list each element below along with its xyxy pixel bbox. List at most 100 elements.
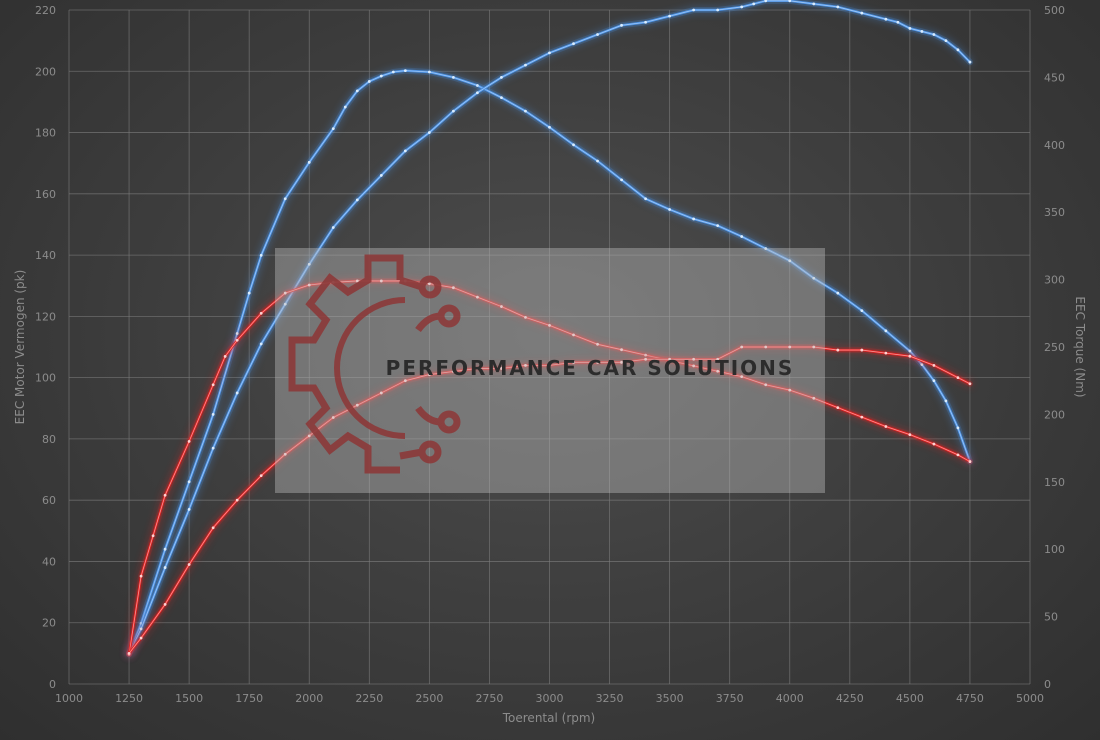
y-right-axis-title: EEC Torque (Nm) bbox=[1073, 296, 1087, 397]
data-point bbox=[259, 253, 263, 257]
series-1 bbox=[126, 0, 973, 657]
x-tick-label: 3750 bbox=[716, 692, 744, 705]
y-right-tick-label: 100 bbox=[1044, 543, 1065, 556]
x-tick-label: 3250 bbox=[596, 692, 624, 705]
data-point bbox=[187, 563, 191, 566]
data-point bbox=[307, 262, 311, 266]
data-point bbox=[283, 452, 287, 456]
data-point bbox=[476, 84, 479, 87]
data-point bbox=[151, 534, 155, 538]
data-point bbox=[307, 160, 311, 164]
y-left-axis-title: EEC Motor Vermogen (pk) bbox=[13, 270, 27, 425]
data-point bbox=[764, 383, 768, 387]
data-point bbox=[452, 286, 455, 290]
data-point bbox=[307, 434, 311, 438]
data-point bbox=[572, 42, 575, 46]
data-point bbox=[716, 369, 720, 373]
data-point bbox=[932, 442, 936, 446]
data-point bbox=[716, 357, 720, 361]
data-point bbox=[668, 14, 672, 18]
data-point bbox=[836, 406, 840, 410]
data-point bbox=[788, 0, 792, 3]
data-point bbox=[548, 324, 551, 327]
data-point bbox=[355, 279, 359, 283]
data-point bbox=[740, 5, 744, 9]
y-left-tick-label: 120 bbox=[35, 310, 56, 323]
data-point bbox=[427, 70, 431, 74]
data-point bbox=[379, 279, 383, 283]
data-point bbox=[596, 159, 599, 163]
data-point bbox=[764, 247, 768, 250]
data-point bbox=[908, 433, 912, 437]
x-tick-label: 1000 bbox=[55, 692, 83, 705]
data-point bbox=[283, 291, 287, 295]
data-point bbox=[692, 217, 696, 221]
data-point bbox=[211, 383, 215, 387]
data-point bbox=[283, 302, 287, 306]
data-point bbox=[668, 208, 672, 211]
data-point bbox=[620, 23, 623, 27]
data-point bbox=[956, 453, 960, 457]
data-point bbox=[391, 70, 395, 74]
data-point bbox=[812, 276, 816, 280]
data-point bbox=[259, 311, 263, 315]
data-point bbox=[403, 149, 407, 153]
data-point bbox=[259, 474, 263, 478]
data-point bbox=[452, 370, 455, 373]
data-point bbox=[884, 425, 888, 428]
data-point bbox=[860, 11, 864, 15]
data-point bbox=[572, 333, 575, 337]
data-point bbox=[235, 498, 239, 502]
data-point bbox=[812, 396, 816, 400]
data-point bbox=[788, 388, 792, 392]
y-left-tick-label: 60 bbox=[42, 494, 56, 507]
data-point bbox=[524, 109, 527, 113]
data-point bbox=[884, 351, 888, 355]
data-point bbox=[223, 355, 227, 358]
data-point bbox=[572, 360, 575, 364]
y-left-tick-label: 140 bbox=[35, 249, 56, 262]
data-point bbox=[944, 39, 948, 43]
series-2 bbox=[126, 277, 973, 658]
x-axis-title: Toerental (rpm) bbox=[502, 711, 595, 725]
y-right-tick-label: 400 bbox=[1044, 139, 1065, 152]
data-point bbox=[452, 109, 455, 113]
x-tick-label: 1500 bbox=[175, 692, 203, 705]
data-point bbox=[932, 379, 936, 383]
data-point bbox=[620, 178, 623, 182]
data-point bbox=[163, 602, 167, 606]
data-point bbox=[500, 76, 503, 79]
data-point bbox=[163, 493, 167, 497]
y-left-tick-label: 20 bbox=[42, 617, 56, 630]
y-left-tick-label: 80 bbox=[42, 433, 56, 446]
data-point bbox=[524, 63, 527, 67]
data-point bbox=[752, 2, 756, 6]
data-point bbox=[596, 33, 599, 36]
data-point bbox=[860, 348, 864, 352]
data-point bbox=[596, 342, 599, 346]
y-left-tick-label: 200 bbox=[35, 65, 56, 78]
data-point bbox=[139, 627, 143, 631]
data-point bbox=[932, 33, 936, 36]
data-point bbox=[572, 143, 575, 147]
data-point bbox=[932, 363, 936, 367]
data-point bbox=[788, 259, 792, 263]
data-point bbox=[331, 226, 335, 229]
data-point bbox=[139, 636, 143, 640]
data-point bbox=[644, 353, 647, 357]
data-point bbox=[548, 51, 551, 55]
x-tick-label: 5000 bbox=[1016, 692, 1044, 705]
data-point bbox=[836, 5, 840, 9]
watermark: PERFORMANCE CAR SOLUTIONS bbox=[275, 248, 825, 493]
y-right-tick-label: 300 bbox=[1044, 274, 1065, 287]
data-point bbox=[379, 74, 383, 78]
data-point bbox=[211, 413, 215, 416]
data-point bbox=[247, 291, 251, 295]
data-point bbox=[187, 439, 191, 443]
data-point bbox=[644, 20, 647, 24]
data-point bbox=[836, 291, 840, 295]
data-point bbox=[884, 329, 888, 333]
data-point bbox=[427, 373, 431, 376]
y-right-tick-label: 200 bbox=[1044, 408, 1065, 421]
data-point bbox=[548, 125, 551, 129]
